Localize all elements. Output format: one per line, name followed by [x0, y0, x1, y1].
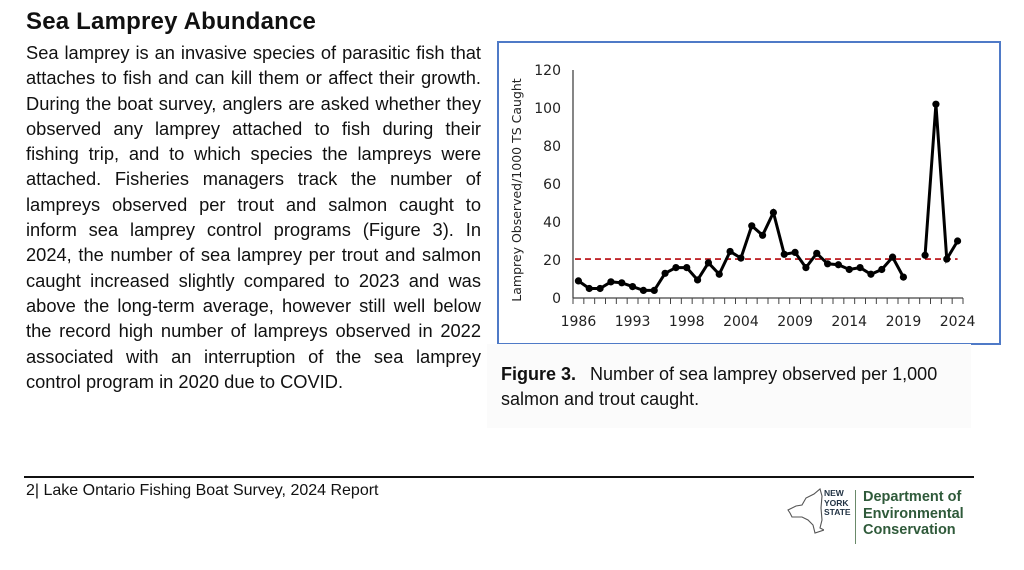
data-point — [823, 260, 832, 268]
section-title: Sea Lamprey Abundance — [26, 8, 317, 35]
data-point — [791, 248, 799, 256]
x-tick-label: 2014 — [831, 314, 867, 330]
data-point — [672, 264, 680, 272]
x-tick-label: 2004 — [723, 314, 759, 330]
logo-divider — [855, 490, 856, 544]
logo-dept-line: Conservation — [863, 522, 956, 538]
y-tick-label: 100 — [534, 101, 561, 117]
y-tick-label: 0 — [552, 291, 561, 307]
new-york-state-outline-icon — [787, 488, 824, 534]
y-axis-title: Lamprey Observed/1000 TS Caught — [509, 78, 524, 302]
figure-label: Figure 3. — [501, 364, 577, 384]
x-tick-label: 1993 — [615, 314, 651, 330]
series-line — [577, 208, 905, 292]
y-tick-label: 120 — [534, 63, 561, 79]
data-point — [856, 264, 864, 272]
dec-logo: NEW YORK STATE Department of Environment… — [784, 486, 984, 546]
data-point — [932, 100, 940, 108]
y-tick-label: 80 — [543, 139, 561, 155]
data-point — [737, 254, 745, 262]
y-tick-label: 40 — [543, 215, 561, 231]
data-point — [661, 269, 669, 277]
data-point — [899, 273, 908, 281]
chart-frame: 0 20 40 60 80 100 120 1986 1993 1998 2004 2009 2014 2… — [497, 41, 1001, 345]
data-point — [953, 237, 962, 245]
data-point — [715, 270, 723, 278]
data-point — [748, 222, 756, 230]
data-point — [704, 259, 713, 267]
footer-page-text: 2| Lake Ontario Fishing Boat Survey, 202… — [26, 482, 379, 499]
logo-dept-line: Environmental — [863, 505, 964, 522]
section-body: Sea lamprey is an invasive species of pa… — [26, 42, 481, 392]
data-point — [726, 247, 734, 256]
x-tick-label: 1998 — [669, 314, 705, 330]
data-point — [639, 286, 648, 294]
logo-state-line: NEW — [824, 488, 844, 498]
logo-state-text: NEW YORK STATE — [824, 488, 851, 518]
data-point — [780, 250, 788, 258]
x-tick-label: 1986 — [561, 314, 597, 330]
x-tick-label: 2019 — [886, 314, 922, 330]
data-point — [683, 264, 691, 272]
footer-divider — [24, 476, 974, 478]
data-point — [769, 208, 778, 217]
y-tick-label: 60 — [543, 177, 561, 193]
data-point — [943, 255, 951, 263]
data-point — [596, 284, 604, 293]
lamprey-line-chart: 0 20 40 60 80 100 120 1986 1993 1998 2004 2009 2014 2… — [509, 63, 976, 330]
logo-state-line: YORK — [824, 497, 849, 508]
data-point — [921, 251, 929, 259]
y-tick-label: 20 — [543, 253, 561, 269]
data-point — [585, 284, 593, 293]
figure-caption-text: Number of sea lamprey observed per 1,000… — [501, 364, 938, 409]
logo-state-line: STATE — [824, 507, 851, 517]
data-point — [574, 277, 583, 285]
series-line — [923, 104, 959, 264]
data-point — [867, 270, 875, 278]
figure-caption-box: Figure 3. Number of sea lamprey observed … — [487, 344, 971, 428]
data-point — [693, 276, 702, 284]
data-point — [618, 279, 626, 287]
data-point — [802, 264, 810, 272]
figure-caption: Figure 3. Number of sea lamprey observed … — [501, 362, 971, 412]
data-point — [607, 278, 615, 286]
x-tick-label: 2024 — [940, 314, 976, 330]
logo-dept-line: Department of — [863, 489, 962, 505]
data-point — [650, 286, 658, 294]
data-point — [834, 261, 843, 269]
logo-dept-text: Department of Environmental Conservation — [863, 489, 964, 539]
data-point — [878, 265, 886, 274]
data-point — [845, 265, 853, 274]
data-point — [813, 249, 821, 257]
data-point — [888, 253, 897, 261]
x-tick-label: 2009 — [777, 314, 813, 330]
data-point — [758, 231, 767, 239]
data-point — [628, 283, 637, 291]
